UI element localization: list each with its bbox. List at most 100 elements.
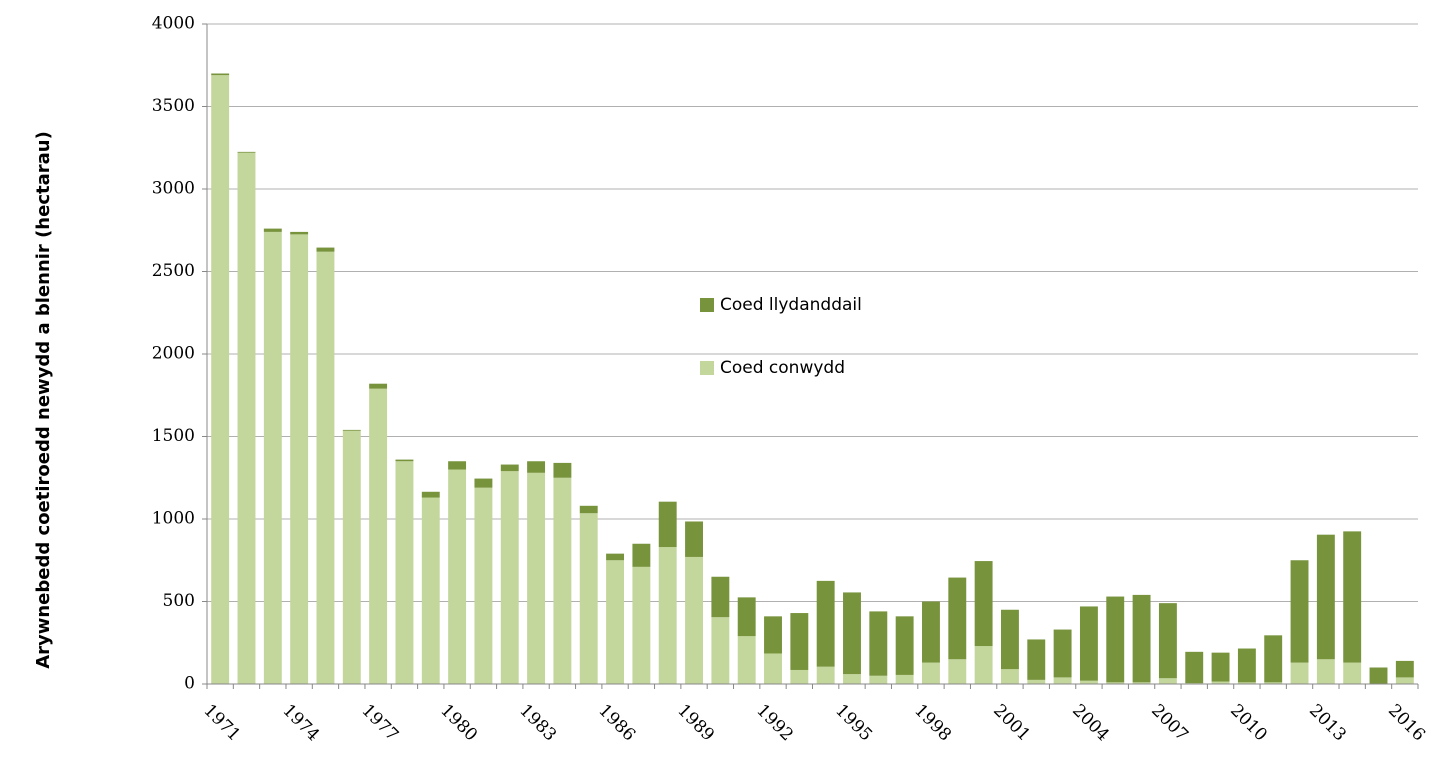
bar-segment [1290, 662, 1309, 684]
bar-segment [843, 592, 861, 675]
y-tick-label: 3500 [152, 96, 195, 116]
y-tick-label: 2000 [152, 344, 195, 364]
bar-segment [1316, 534, 1335, 660]
bar-segment [658, 547, 677, 684]
x-tick-label: 2007 [1147, 701, 1192, 746]
bar-segment [764, 616, 782, 654]
bar-segment [316, 251, 335, 684]
legend-swatch [700, 361, 714, 375]
bar-segment [1185, 651, 1204, 684]
bar-segment [395, 459, 414, 462]
bar-segment [263, 228, 282, 232]
bar-segment [816, 666, 835, 684]
bar-segment [211, 75, 230, 684]
bar-segment [974, 561, 993, 647]
bar-segment [263, 231, 282, 684]
x-tick-label: 1998 [910, 701, 955, 746]
bar-segment [553, 477, 572, 684]
y-tick-label: 1500 [152, 426, 195, 446]
bar-segment [1053, 677, 1072, 684]
bar-segment [474, 487, 493, 684]
bar-segment [1237, 648, 1256, 683]
bar-segment [1053, 629, 1072, 678]
bar-segment [1395, 677, 1414, 684]
bar-segment [685, 556, 703, 684]
bar-segment [421, 497, 440, 684]
bar-segment [1132, 682, 1151, 684]
bar-segment [316, 247, 335, 252]
bar-segment [1395, 660, 1414, 678]
bar-segment [1211, 681, 1230, 684]
bar-segment [895, 674, 914, 684]
bar-segment [685, 521, 703, 557]
bar-segment [1343, 662, 1362, 684]
legend-label: Coed conwydd [720, 358, 845, 378]
bar-segment [974, 646, 993, 684]
bar-segment [211, 73, 230, 76]
x-tick-label: 1986 [594, 701, 639, 746]
bar-segment [816, 580, 835, 667]
bar-segment [500, 464, 519, 472]
bar-segment [606, 553, 625, 561]
bar-segment [790, 669, 809, 684]
bar-segment [1158, 678, 1177, 684]
bar-segment [448, 469, 467, 684]
bar-segment [1027, 679, 1046, 684]
bar-segment [737, 636, 756, 684]
x-tick-label: 1974 [278, 701, 323, 746]
x-tick-label: 2001 [989, 701, 1034, 746]
y-tick-label: 0 [184, 674, 195, 694]
bar-segment [632, 566, 651, 684]
y-tick-label: 4000 [152, 14, 195, 34]
bar-segment [843, 674, 861, 684]
y-tick-label: 1000 [152, 509, 195, 529]
bar-segment [237, 152, 256, 684]
x-tick-label: 1980 [436, 701, 481, 746]
bar-segment [342, 430, 361, 684]
bar-segment [500, 471, 519, 684]
bar-segment [1027, 639, 1046, 680]
bar-segment [1211, 652, 1230, 682]
bar-segment [790, 613, 809, 670]
bar-segment [369, 383, 388, 389]
x-tick-label: 1995 [831, 701, 876, 746]
bar-segment [895, 616, 914, 675]
bar-segment [922, 601, 940, 663]
bar-segment [1369, 667, 1388, 684]
y-tick-label: 2500 [152, 261, 195, 281]
y-tick-label: 500 [163, 591, 195, 611]
bar-segment [1264, 635, 1283, 683]
x-tick-label: 1977 [357, 701, 402, 746]
bar-segment [527, 472, 546, 684]
x-tick-label: 2004 [1068, 701, 1113, 746]
bar-segment [632, 543, 651, 567]
bar-segment [711, 576, 730, 618]
bar-segment [1237, 682, 1256, 684]
x-tick-label: 1983 [515, 701, 560, 746]
bar-segment [579, 505, 598, 514]
bar-segment [606, 560, 625, 684]
bar-segment [369, 388, 388, 684]
bar-segment [764, 653, 782, 684]
y-axis-label: Arywnebedd coetiroedd newydd a blennir (… [33, 131, 54, 669]
bar-segment [474, 478, 493, 488]
bar-segment [290, 231, 309, 235]
x-tick-label: 1989 [673, 701, 718, 746]
bar-segment [527, 461, 546, 473]
x-tick-label: 1992 [752, 701, 797, 746]
bar-segment [1106, 596, 1125, 683]
bar-segment [1158, 603, 1177, 679]
bar-segment [1316, 659, 1335, 684]
bar-segment [1079, 606, 1098, 681]
bar-segment [421, 491, 440, 498]
bar-segment [658, 501, 677, 548]
x-tick-label: 2010 [1226, 701, 1271, 746]
x-tick-label: 2016 [1384, 701, 1429, 746]
bar-segment [579, 513, 598, 684]
legend-label: Coed llydanddail [720, 295, 862, 315]
bar-segment [553, 462, 572, 478]
legend-swatch [700, 298, 714, 312]
bar-segment [869, 675, 888, 684]
bar-segment [395, 461, 414, 684]
